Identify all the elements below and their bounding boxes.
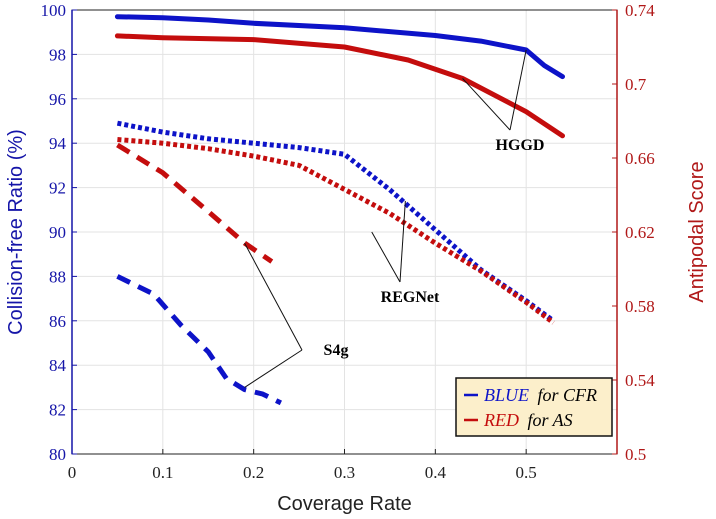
y-right-tick-label: 0.7 (625, 75, 647, 94)
annotation-leader-line (462, 78, 511, 131)
y-left-tick-label: 94 (49, 134, 67, 153)
x-tick-label: 0 (68, 463, 77, 482)
ticks: 0 0.1 0.2 0.3 0.4 0.5 80 82 84 86 88 90 92 94 96 98 100 0… (41, 1, 656, 482)
y-left-tick-label: 96 (49, 90, 66, 109)
y-left-tick-label: 82 (49, 401, 66, 420)
annotation-leader-line (371, 231, 401, 283)
y-left-tick-label: 92 (49, 179, 66, 198)
annotation-leader-line (399, 200, 406, 283)
annotation-label-regnet: REGNet (381, 289, 440, 306)
y-left-tick-label: 84 (49, 356, 67, 375)
y-left-tick-label: 98 (49, 45, 66, 64)
y-left-tick-label: 88 (49, 267, 66, 286)
legend-entry-blue: BLUE for CFR (484, 385, 597, 405)
series-line-s4g-as (116, 142, 274, 264)
x-axis-label: Coverage Rate (277, 493, 412, 515)
annotation-leader-line (244, 349, 303, 388)
y-right-tick-label: 0.54 (625, 371, 655, 390)
series-line-regnet-as (117, 137, 555, 325)
x-tick-label: 0.5 (516, 463, 537, 482)
series-line-hggd-as (114, 33, 565, 139)
annotation-label-hggd: HGGD (496, 137, 545, 154)
y-left-tick-label: 80 (49, 445, 66, 464)
legend-entry-red: RED for AS (483, 410, 573, 430)
y-right-tick-label: 0.5 (625, 445, 646, 464)
legend-suffix-blue: for CFR (538, 385, 598, 405)
legend-label-red: RED (483, 410, 519, 430)
legend-label-blue: BLUE (484, 385, 529, 405)
annotation-label-s4g: S4g (324, 342, 349, 359)
legend-suffix-red: for AS (528, 410, 573, 430)
y-right-tick-label: 0.74 (625, 1, 655, 20)
y-left-tick-label: 90 (49, 223, 66, 242)
y-right-tick-label: 0.66 (625, 149, 655, 168)
y-left-tick-label: 86 (49, 312, 66, 331)
series-line-s4g-cfr (116, 274, 282, 406)
y-left-tick-label: 100 (41, 1, 67, 20)
annotation-leader-line (244, 242, 303, 351)
annotation-leader-line (509, 49, 527, 131)
series-line-hggd-cfr (114, 14, 565, 80)
x-tick-label: 0.1 (152, 463, 173, 482)
y-axis-left-label: Collision-free Ratio (%) (5, 129, 27, 335)
x-tick-label: 0.4 (425, 463, 447, 482)
annotations: HGGD REGNet S4g (244, 49, 545, 388)
series-layer (114, 14, 565, 406)
series-line-regnet-cfr (116, 120, 555, 323)
x-tick-label: 0.2 (243, 463, 264, 482)
y-axis-right-label: Antipodal Score (686, 161, 708, 302)
x-tick-label: 0.3 (334, 463, 355, 482)
y-right-tick-label: 0.62 (625, 223, 655, 242)
legend-box (455, 377, 613, 437)
y-right-tick-label: 0.58 (625, 297, 655, 316)
legend: BLUE for CFR RED for AS (455, 377, 613, 437)
